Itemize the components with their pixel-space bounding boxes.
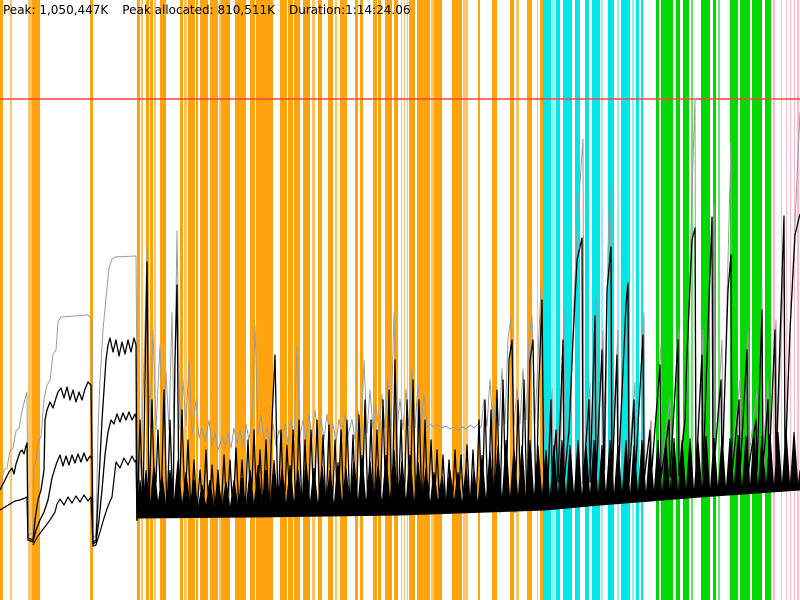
status-bar: Peak: 1,050,447K Peak allocated: 810,511K… xyxy=(3,3,425,17)
allocated-black-mid-left xyxy=(0,411,138,545)
allocated-black-mass xyxy=(136,429,800,519)
peak-allocated-label: Peak allocated: 810,511K xyxy=(122,3,275,17)
allocated-black-upper xyxy=(0,213,800,543)
allocated-black-lower-left xyxy=(32,455,138,547)
peak-label: Peak: 1,050,447K xyxy=(3,3,109,17)
duration-label: Duration:1:14:24.06 xyxy=(288,3,411,17)
memory-curves xyxy=(0,98,800,547)
